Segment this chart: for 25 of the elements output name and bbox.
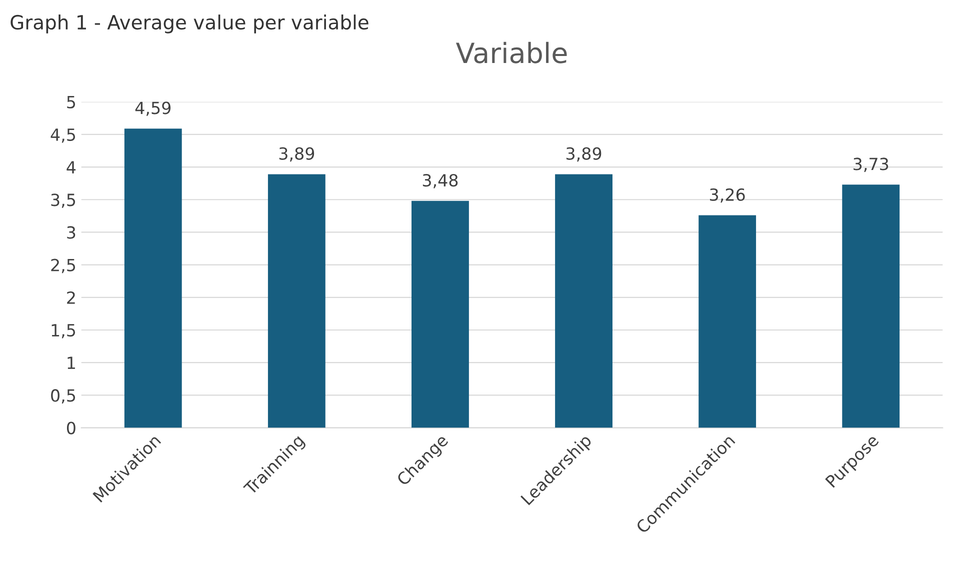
y-tick-label: 0,5: [51, 389, 76, 404]
data-label: 3,48: [422, 174, 458, 188]
y-tick-label: 4,5: [50, 128, 76, 143]
data-label: 3,26: [710, 188, 745, 203]
y-tick-label: 0: [66, 422, 76, 434]
bar: [842, 184, 900, 428]
y-tick-label: 3,5: [51, 194, 76, 208]
bar: [412, 200, 469, 428]
y-tick-label: 4: [66, 161, 76, 174]
y-tick-label: 1: [68, 356, 75, 369]
data-label: 3,73: [854, 158, 888, 172]
bar: [698, 215, 756, 428]
caption: Graph 1 - Average value per variable: [10, 14, 368, 34]
data-label: 3,89: [566, 147, 602, 162]
data-label: 3,89: [279, 147, 314, 162]
data-label: 4,59: [135, 102, 171, 116]
y-tick-label: 1,5: [52, 324, 76, 338]
y-tick-label: 5: [67, 96, 76, 108]
bar: [268, 174, 326, 428]
chart-title: Variable: [456, 42, 567, 64]
y-tick-label: 2,5: [51, 258, 76, 274]
bar: [555, 174, 612, 428]
bar: [124, 128, 182, 428]
y-tick-label: 3: [67, 226, 76, 239]
y-tick-label: 2: [67, 291, 75, 304]
